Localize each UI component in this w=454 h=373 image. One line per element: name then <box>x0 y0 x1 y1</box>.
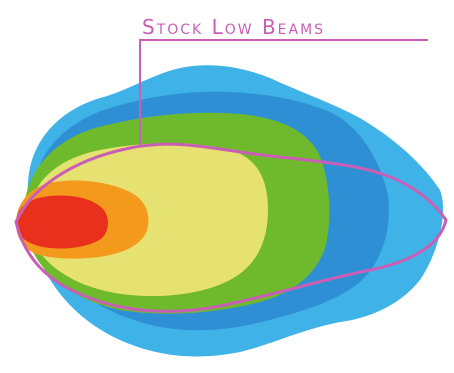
stock-low-beams-outline <box>14 142 448 313</box>
stock-low-beams-label: Stock Low Beams <box>142 15 325 39</box>
label-leader-line <box>139 39 428 146</box>
red-zone <box>16 195 108 249</box>
